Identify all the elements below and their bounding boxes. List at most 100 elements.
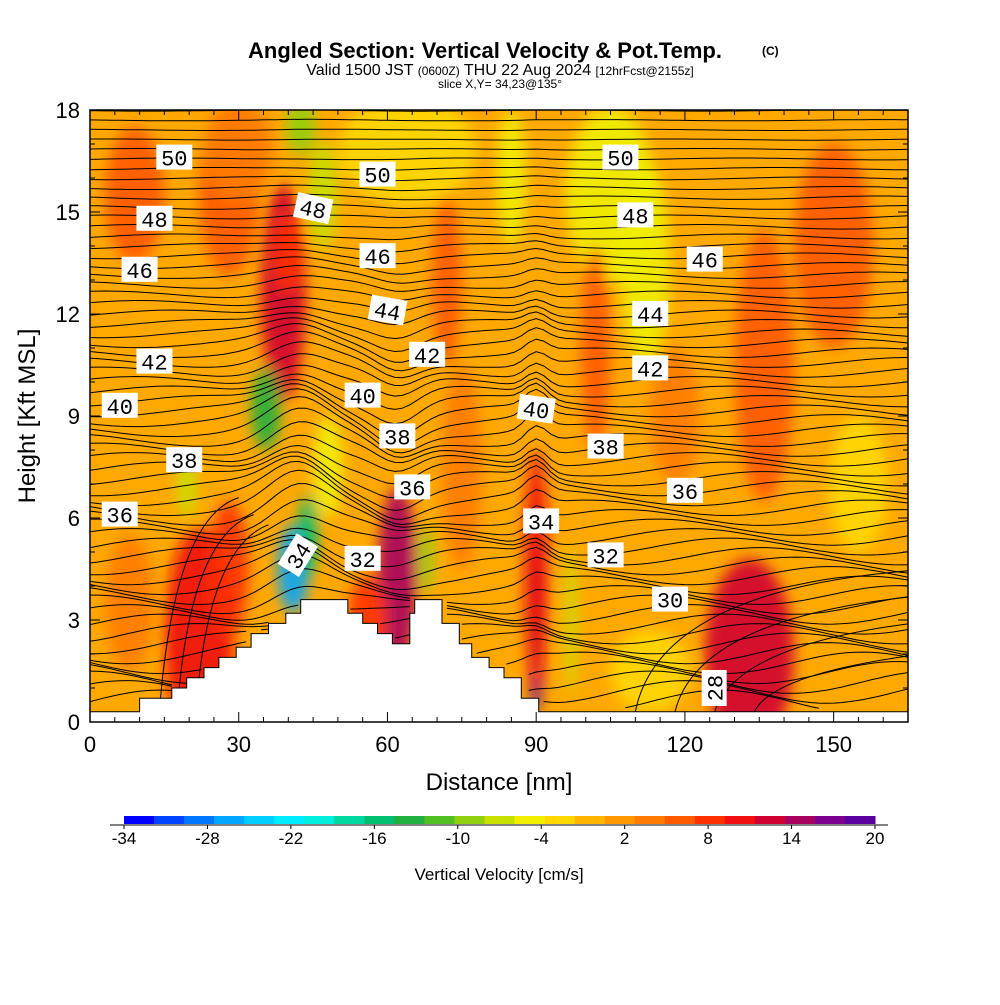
contour-line [90,264,908,284]
contour-line [90,373,908,410]
velocity-cell-6 [285,110,316,155]
colorbar: -34 -28 -22 -16 -10 -4 2 8 14 20 [110,816,888,848]
contour-line [90,613,908,635]
colorbar-swatch [664,816,696,824]
contour-line [90,184,908,192]
contour-label-text: 36 [399,477,425,502]
colorbar-tick-label: 8 [703,829,712,848]
velocity-cell-12 [377,487,418,665]
contour-label-40: 40 [516,393,556,426]
contour-label-text: 46 [692,250,718,275]
contour-label-text: 36 [107,505,133,530]
contour-label-text: 46 [126,260,152,285]
contour-label-text: 46 [364,246,390,271]
contour-label-text: 44 [372,298,402,327]
contour-line [90,240,908,253]
colorbar-swatch [574,816,606,824]
contour-line [90,434,908,472]
terrain [90,599,908,722]
contour-line [90,455,908,511]
colorbar-swatch [784,816,816,824]
velocity-cell-22 [734,229,794,501]
contour-line [90,623,908,645]
x-tick-label: 0 [84,732,96,757]
contour-label-text: 40 [107,396,133,421]
contour-line [90,203,908,210]
y-tick-label: 6 [68,506,80,531]
contour-label-text: 40 [349,386,375,411]
colorbar-swatch [514,816,546,824]
colorbar-tick-label: -16 [362,829,387,848]
y-tick-label: 15 [56,200,80,225]
colorbar-swatch [634,816,666,824]
contour-line [90,305,908,326]
y-tick-label: 9 [68,404,80,429]
contour-label-text: 36 [672,481,698,506]
contour-line [634,570,908,712]
contour-line [674,596,908,712]
y-tick-label: 18 [56,98,80,123]
contour-line [198,524,269,678]
colorbar-tick-label: -28 [195,829,220,848]
y-tick-label: 3 [68,608,80,633]
contour-line [90,224,908,230]
x-tick-label: 60 [375,732,399,757]
contour-line [90,317,908,353]
colorbar-swatch [274,816,305,824]
contour-line [90,148,908,151]
contour-line [90,175,908,182]
contour-line [90,275,908,292]
velocity-cell-31 [496,110,527,246]
contour-line [90,460,908,520]
contour-label-text: 30 [657,590,683,615]
contour-line [90,469,908,526]
contour-labels: 50 50 50 48 48 48 46 46 46 44 44 42 42 42 40 40 40 38 38 38… [101,144,730,706]
contour-line [90,451,908,499]
contour-label-32: 32 [344,545,381,574]
contour-label-48: 48 [136,205,173,234]
contour-label-text: 38 [384,426,410,451]
velocity-cell-20 [620,161,671,365]
contour-line [90,638,908,665]
contour-line [90,166,908,171]
velocity-cell-25 [441,365,482,569]
contour-line [90,396,908,454]
slice-info: slice X,Y= 34,23@135° [438,77,562,91]
colorbar-swatch [244,816,275,824]
contour-label-38: 38 [166,447,203,475]
title-block: Angled Section: Vertical Velocity & Pot.… [248,38,779,91]
velocity-cell-26 [564,545,577,695]
contour-line [90,128,908,131]
chart-title: Angled Section: Vertical Velocity & Pot.… [248,38,722,63]
contour-label-48: 48 [617,202,654,230]
contour-line [90,157,908,161]
contour-label-42: 42 [136,348,173,377]
contour-label-text: 32 [349,549,375,574]
contour-line [90,364,908,397]
contour-label-50: 50 [156,144,193,173]
contour-label-text: 48 [622,205,648,230]
contour-label-40: 40 [344,382,381,411]
contour-label-text: 50 [364,165,390,190]
colorbar-swatch [184,816,215,824]
contour-line [90,515,908,546]
velocity-cell-5 [204,110,274,202]
contour-label-42: 42 [632,355,669,383]
contour-label-38: 38 [587,433,624,462]
colorbar-tick-label: 2 [620,829,629,848]
contour-label-44: 44 [632,301,669,329]
velocity-cell-24 [313,416,343,518]
colorbar-swatch [694,816,726,824]
contour-line [90,483,908,528]
contour-label-28: 28 [701,670,730,706]
x-tick-label: 150 [815,732,852,757]
contour-line [90,138,908,141]
y-tick-label: 0 [68,710,80,735]
velocity-cell-3 [273,212,304,294]
contour-label-text: 34 [528,511,554,536]
x-axis: 0 30 60 90 120 150 [84,110,909,757]
colorbar-swatch [454,816,485,824]
chart-title-unit: (C) [762,44,779,58]
contour-label-text: 38 [592,437,618,462]
contour-line [90,539,908,581]
